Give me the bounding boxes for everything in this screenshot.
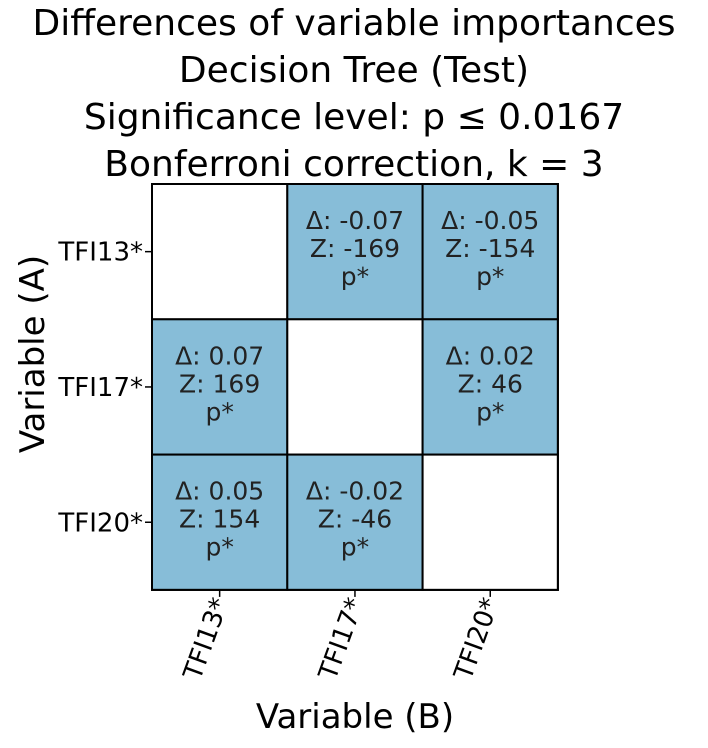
chart-title-line-4: Bonferroni correction, k = 3 [104,144,604,185]
chart-title-line-3: Significance level: p ≤ 0.0167 [83,97,625,138]
heatmap-cell-r2-c1 [151,318,289,456]
chart-title-line-1: Differences of variable importances [32,3,676,44]
cell-p-label: p* [341,533,369,562]
y-tick-label: TFI20* [57,508,143,538]
cell-delta-label: Δ: -0.02 [306,477,404,506]
x-tick-label: TFI13* [178,594,235,685]
cell-delta-label: Δ: -0.07 [306,206,404,235]
cell-p-label: p* [476,397,504,426]
heatmap-cell-r2-c2 [286,318,424,456]
heatmap-cell-r2-c3 [421,318,559,456]
cell-p-label: p* [341,262,369,291]
heatmap-cell-r1-c2 [286,183,424,321]
cell-p-label: p* [476,262,504,291]
cell-delta-label: Δ: -0.05 [441,206,539,235]
cell-delta-label: Δ: 0.02 [446,341,535,370]
y-tick-label: TFI13* [57,238,143,268]
cell-z-label: Z: -154 [445,234,535,263]
x-tick-label: TFI20* [448,594,505,685]
heatmap-cell-r3-c3 [421,453,559,591]
cell-z-label: Z: 154 [179,505,260,534]
heatmap-cell-r1-c1 [151,183,289,321]
cell-delta-label: Δ: 0.05 [175,477,264,506]
cell-delta-label: Δ: 0.07 [175,341,264,370]
cell-z-label: Z: 46 [458,369,523,398]
cell-z-label: Z: -169 [310,234,400,263]
cell-z-label: Z: 169 [179,369,260,398]
x-axis-label: Variable (B) [255,697,455,737]
x-tick-label: TFI17* [313,594,370,685]
cell-z-label: Z: -46 [318,505,392,534]
y-tick-label: TFI17* [57,373,143,403]
chart-title-line-2: Decision Tree (Test) [178,50,530,91]
cell-p-label: p* [205,533,233,562]
y-axis-label: Variable (A) [13,254,53,454]
cell-p-label: p* [205,397,233,426]
